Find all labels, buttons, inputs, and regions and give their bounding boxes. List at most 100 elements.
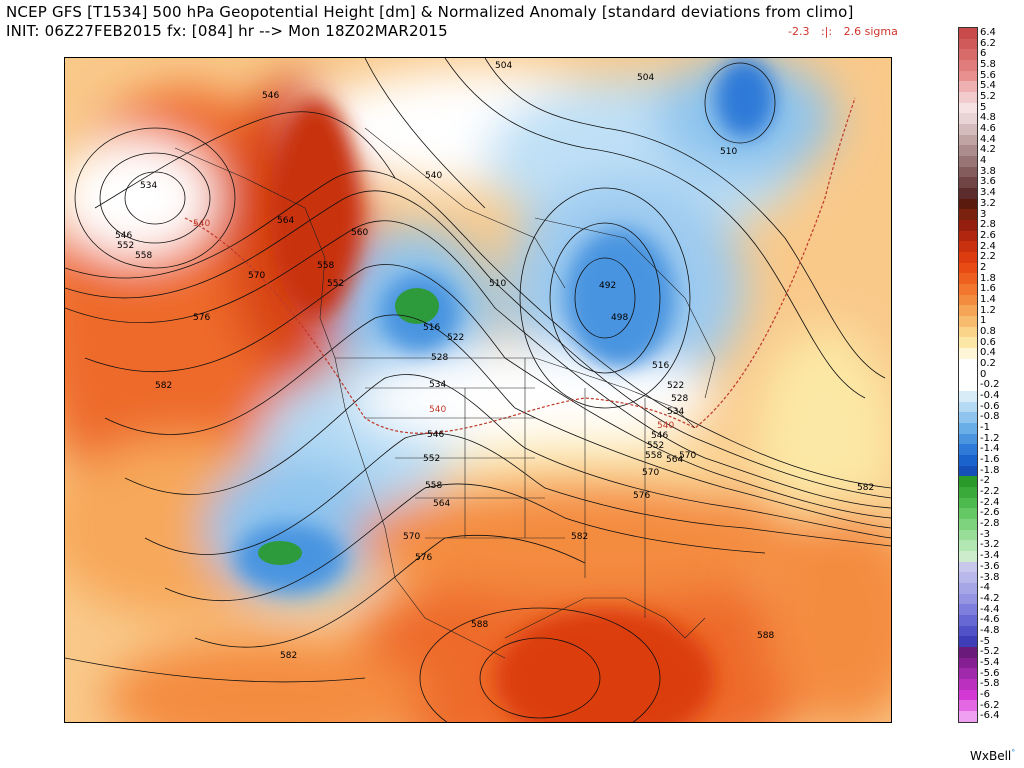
colorbar-swatch (959, 486, 977, 498)
colorbar-tick-label: -5.4 (980, 656, 1000, 668)
contour-label: 558 (425, 481, 442, 491)
colorbar-swatch (959, 220, 977, 231)
colorbar-tick-label: -1.6 (980, 454, 1000, 466)
colorbar-swatch (959, 124, 977, 135)
colorbar-swatch (959, 508, 977, 519)
map-panel: 534 546 552 558 540 546 564 570 576 582 … (64, 57, 892, 723)
colorbar-swatch (959, 337, 977, 349)
colorbar-tick-label: 5.4 (980, 80, 996, 92)
contour-label: 546 (651, 431, 668, 441)
contour-label: 558 (645, 451, 662, 461)
colorbar-swatch (959, 700, 977, 711)
colorbar-swatch (959, 561, 977, 573)
colorbar-swatch (959, 604, 977, 615)
colorbar-swatch (959, 465, 977, 477)
colorbar-swatch (959, 70, 977, 82)
contour-label: 582 (155, 381, 172, 391)
contour-label: 588 (757, 631, 774, 641)
range-max: 2.6 sigma (843, 25, 898, 38)
colorbar-swatch (959, 284, 977, 295)
colorbar-swatch (959, 625, 977, 637)
colorbar-tick-label: 3.2 (980, 197, 996, 209)
contour-label: 558 (135, 251, 152, 261)
colorbar-tick-label: -4.6 (980, 614, 1000, 626)
colorbar-tick-label: -0.6 (980, 400, 1000, 412)
contour-label: 534 (140, 181, 157, 191)
contour-label: 564 (277, 216, 294, 226)
range-min: -2.3 (788, 25, 810, 38)
colorbar-swatch (959, 646, 977, 658)
colorbar-tick-label: -1.4 (980, 443, 1000, 455)
colorbar-swatch (959, 636, 977, 647)
colorbar-swatch (959, 262, 977, 274)
colorbar-swatch (959, 550, 977, 562)
contour-label: 504 (637, 73, 654, 83)
contour-label: 516 (423, 323, 440, 333)
colorbar-swatch (959, 134, 977, 146)
colorbar-tick-label: 1.2 (980, 304, 996, 316)
colorbar-tick-label: -0.4 (980, 390, 1000, 401)
contour-label: 522 (667, 381, 684, 391)
colorbar-tick-label: -3 (980, 528, 990, 540)
colorbar-tick-label: 3.6 (980, 176, 996, 188)
colorbar-tick-label: -0.8 (980, 411, 1000, 423)
colorbar-tick-label: 1.8 (980, 272, 996, 284)
colorbar-swatch (959, 582, 977, 594)
boundaries (174, 127, 716, 659)
anomaly-colorbar (958, 27, 978, 723)
anomaly-shading (65, 58, 891, 722)
colorbar-swatch (959, 348, 977, 359)
colorbar-swatch (959, 316, 977, 327)
contour-label: 576 (193, 313, 210, 323)
colorbar-swatch (959, 476, 977, 487)
colorbar-swatch (959, 401, 977, 413)
contour-label: 546 (427, 430, 444, 440)
colorbar-swatch (959, 412, 977, 423)
contour-label: 504 (495, 61, 512, 71)
colorbar-swatch (959, 433, 977, 445)
colorbar-tick-label: -5 (980, 635, 990, 647)
contour-label: 540 (193, 219, 210, 229)
colorbar-tick-labels: 6.4 6.2 6 5.8 5.6 5.4 5.2 5 4.8 4.6 4.4 4.2 4 3.8 3.6 3… (980, 27, 1024, 721)
contour-label: 564 (433, 499, 450, 509)
colorbar-swatch (959, 156, 977, 167)
colorbar-tick-label: 0.2 (980, 357, 996, 369)
contour-label: 516 (652, 361, 669, 371)
colorbar-tick-label: -3.2 (980, 539, 1000, 551)
colorbar-swatch (959, 369, 977, 381)
colorbar-swatch (959, 454, 977, 466)
colorbar-tick-label: -2.4 (980, 496, 1000, 508)
contour-label: 582 (280, 651, 297, 661)
map-title: NCEP GFS [T1534] 500 hPa Geopotential He… (6, 3, 854, 21)
contour-label: 564 (666, 455, 683, 465)
colorbar-swatch (959, 273, 977, 285)
colorbar-tick-label: 4.6 (980, 123, 996, 135)
colorbar-tick-label: -2.6 (980, 507, 1000, 519)
contour-label: 570 (679, 451, 696, 461)
colorbar-swatch (959, 252, 977, 263)
colorbar-swatch (959, 305, 977, 317)
colorbar-tick-label: 4.8 (980, 112, 996, 124)
colorbar-swatch (959, 145, 977, 157)
colorbar-tick-label: 5.2 (980, 91, 996, 103)
colorbar-swatch (959, 390, 977, 402)
colorbar-swatch (959, 38, 977, 50)
colorbar-tick-label: 2.2 (980, 251, 996, 263)
colorbar-swatch (959, 81, 977, 93)
contour-label: 528 (431, 353, 448, 363)
contour-label: 552 (423, 454, 440, 464)
contour-label: 552 (647, 441, 664, 451)
colorbar-swatch (959, 113, 977, 125)
colorbar-swatch (959, 49, 977, 61)
contour-label: 510 (720, 147, 737, 157)
colorbar-swatch (959, 294, 977, 306)
brand-mark: ° (1011, 748, 1016, 757)
contour-label: 576 (633, 491, 650, 501)
colorbar-tick-label: -3.6 (980, 560, 1000, 572)
colorbar-swatch (959, 657, 977, 669)
contour-label: 570 (403, 532, 420, 542)
colorbar-tick-label: 3.4 (980, 187, 996, 199)
colorbar-tick-label: 0 (980, 368, 987, 380)
colorbar-tick-label: -1.8 (980, 464, 1000, 476)
colorbar-swatch (959, 241, 977, 253)
